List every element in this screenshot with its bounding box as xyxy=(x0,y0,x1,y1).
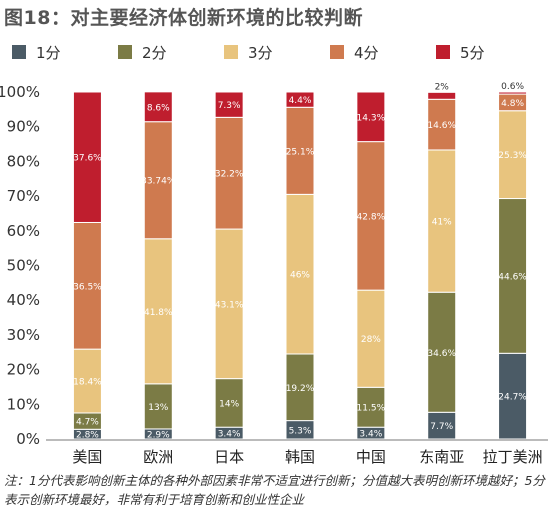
x-tick-label: 日本 xyxy=(214,448,244,466)
data-label: 24.7% xyxy=(498,393,527,403)
legend-label: 4分 xyxy=(354,43,379,62)
legend-swatch xyxy=(224,45,238,59)
bar-segment-4 xyxy=(427,98,457,151)
data-label: 3.4% xyxy=(359,430,382,440)
data-label: 4.4% xyxy=(289,96,312,106)
legend-swatch xyxy=(12,45,26,59)
bar-segment-5 xyxy=(72,91,102,223)
data-label: 14% xyxy=(219,399,239,409)
y-tick-label: 40% xyxy=(7,291,40,309)
bar-segment-3 xyxy=(143,238,173,385)
bar-segment-5 xyxy=(356,91,386,143)
y-tick-label: 20% xyxy=(7,361,40,379)
bar-segment-5 xyxy=(285,91,315,108)
x-tick-label: 美国 xyxy=(72,448,102,466)
x-tick-label: 欧洲 xyxy=(143,448,173,466)
legend-item-1: 1分 xyxy=(12,42,118,62)
data-label: 2.9% xyxy=(147,430,170,440)
data-label: 19.2% xyxy=(286,384,315,394)
bar-segment-4 xyxy=(214,116,244,230)
y-tick-label: 30% xyxy=(7,326,40,344)
data-label: 11.5% xyxy=(357,404,386,414)
data-label: 25.1% xyxy=(286,147,315,157)
legend-item-5: 5分 xyxy=(436,42,542,62)
y-tick-label: 90% xyxy=(7,118,40,136)
data-label: 42.8% xyxy=(357,212,386,222)
bar-segment-1 xyxy=(427,411,457,440)
data-label: 33.74% xyxy=(141,177,176,187)
bar-segment-2 xyxy=(427,291,457,413)
chart-footnote: 注：1分代表影响创新主体的各种外部因素非常不适宜进行创新；分值越大表明创新环境越… xyxy=(4,473,545,507)
data-label: 5.3% xyxy=(289,426,312,436)
bar-segment-3 xyxy=(214,228,244,380)
bar-segment-5 xyxy=(143,91,173,123)
data-label: 46% xyxy=(290,271,310,281)
data-label: 14.6% xyxy=(427,121,456,131)
legend-item-2: 2分 xyxy=(118,42,224,62)
bar-segment-1 xyxy=(498,352,528,440)
data-label: 28% xyxy=(361,335,381,345)
y-tick-label: 60% xyxy=(7,222,40,240)
chart-title: 图18：对主要经济体创新环境的比较判断 xyxy=(4,7,363,29)
bar-segment-3 xyxy=(285,193,315,355)
x-tick-label: 中国 xyxy=(356,448,386,466)
data-label: 2.8% xyxy=(76,431,99,441)
legend-label: 3分 xyxy=(248,43,273,62)
bar-segment-4 xyxy=(143,121,173,240)
legend-label: 2分 xyxy=(142,43,167,62)
data-label: 43.1% xyxy=(215,300,244,310)
y-tick-label: 80% xyxy=(7,152,40,170)
x-tick-label: 东南亚 xyxy=(419,448,464,466)
data-label: 44.6% xyxy=(498,272,527,282)
data-label: 4.8% xyxy=(501,99,524,109)
data-label: 37.6% xyxy=(73,154,102,164)
data-label: 25.3% xyxy=(498,151,527,161)
bar-segment-2 xyxy=(214,378,244,428)
data-label: 7.7% xyxy=(430,422,453,432)
y-tick-label: 50% xyxy=(7,257,40,275)
legend-label: 5分 xyxy=(460,43,485,62)
x-tick-label: 拉丁美洲 xyxy=(483,448,543,466)
data-label: 4.7% xyxy=(76,418,99,428)
legend-swatch xyxy=(436,45,450,59)
bar-segment-3 xyxy=(356,289,386,388)
legend-swatch xyxy=(330,45,344,59)
x-tick-label: 韩国 xyxy=(285,448,315,466)
legend-label: 1分 xyxy=(36,43,61,62)
bar-segment-3 xyxy=(427,149,457,293)
data-label: 18.4% xyxy=(73,378,102,388)
legend-swatch xyxy=(118,45,132,59)
data-label: 14.3% xyxy=(357,113,386,123)
data-label: 41% xyxy=(432,218,452,228)
stacked-bar-chart: 0% 10% 20% 30% 40% 50% 60% 70% 80% 90% 100% 2.8% 4.7… xyxy=(0,82,548,466)
y-tick-label: 100% xyxy=(0,83,40,101)
bar-segment-5 xyxy=(427,91,457,100)
bar-segment-2 xyxy=(356,386,386,428)
data-label: 3.4% xyxy=(218,430,241,440)
data-label: 2% xyxy=(435,82,450,92)
y-tick-label: 10% xyxy=(7,395,40,413)
bar-segment-4 xyxy=(72,221,102,350)
data-label: 32.2% xyxy=(215,170,244,180)
data-label: 34.6% xyxy=(427,349,456,359)
y-tick-label: 0% xyxy=(16,430,40,448)
bar-segment-3 xyxy=(72,348,102,414)
chart-legend: 1分 2分 3分 4分 5分 xyxy=(12,42,542,62)
y-tick-label: 70% xyxy=(7,187,40,205)
bar-segment-2 xyxy=(285,353,315,422)
bar-segment-5 xyxy=(214,91,244,118)
data-label: 36.5% xyxy=(73,282,102,292)
legend-item-3: 3分 xyxy=(224,42,330,62)
data-label: 8.6% xyxy=(147,103,170,113)
data-label: 0.6% xyxy=(501,82,524,92)
bar-segment-5 xyxy=(498,91,528,95)
data-label: 13% xyxy=(148,403,168,413)
legend-item-4: 4分 xyxy=(330,42,436,62)
data-label: 41.8% xyxy=(144,308,173,318)
data-label: 7.3% xyxy=(218,101,241,111)
